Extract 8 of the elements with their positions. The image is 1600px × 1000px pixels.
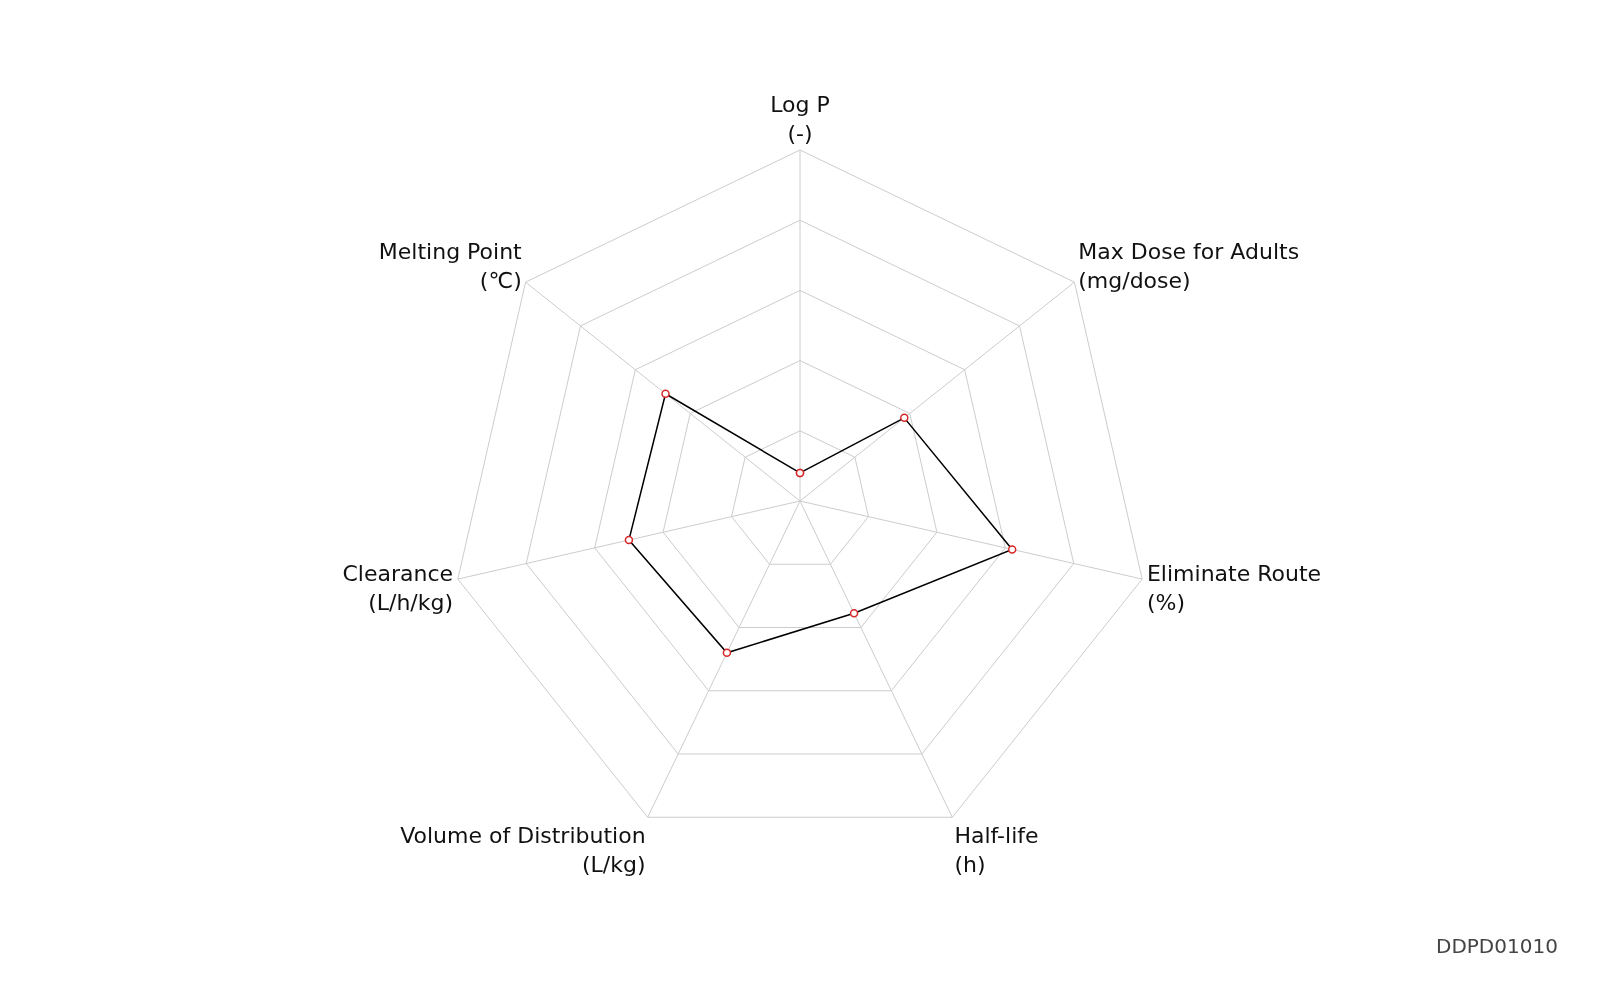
spoke-label: Log P (-) [770,92,830,146]
spoke-label: Volume of Distribution (L/kg) [400,823,646,877]
spoke-label: Melting Point (℃) [378,239,523,293]
spoke-label: Clearance (L/h/kg) [342,561,454,616]
spoke-label: Eliminate Route (%) [1146,561,1322,616]
spoke-label: Max Dose for Adults (mg/dose) [1078,239,1300,293]
spoke-label: Half-life (h) [954,823,1039,877]
text: DDPD01010 [1436,934,1558,958]
